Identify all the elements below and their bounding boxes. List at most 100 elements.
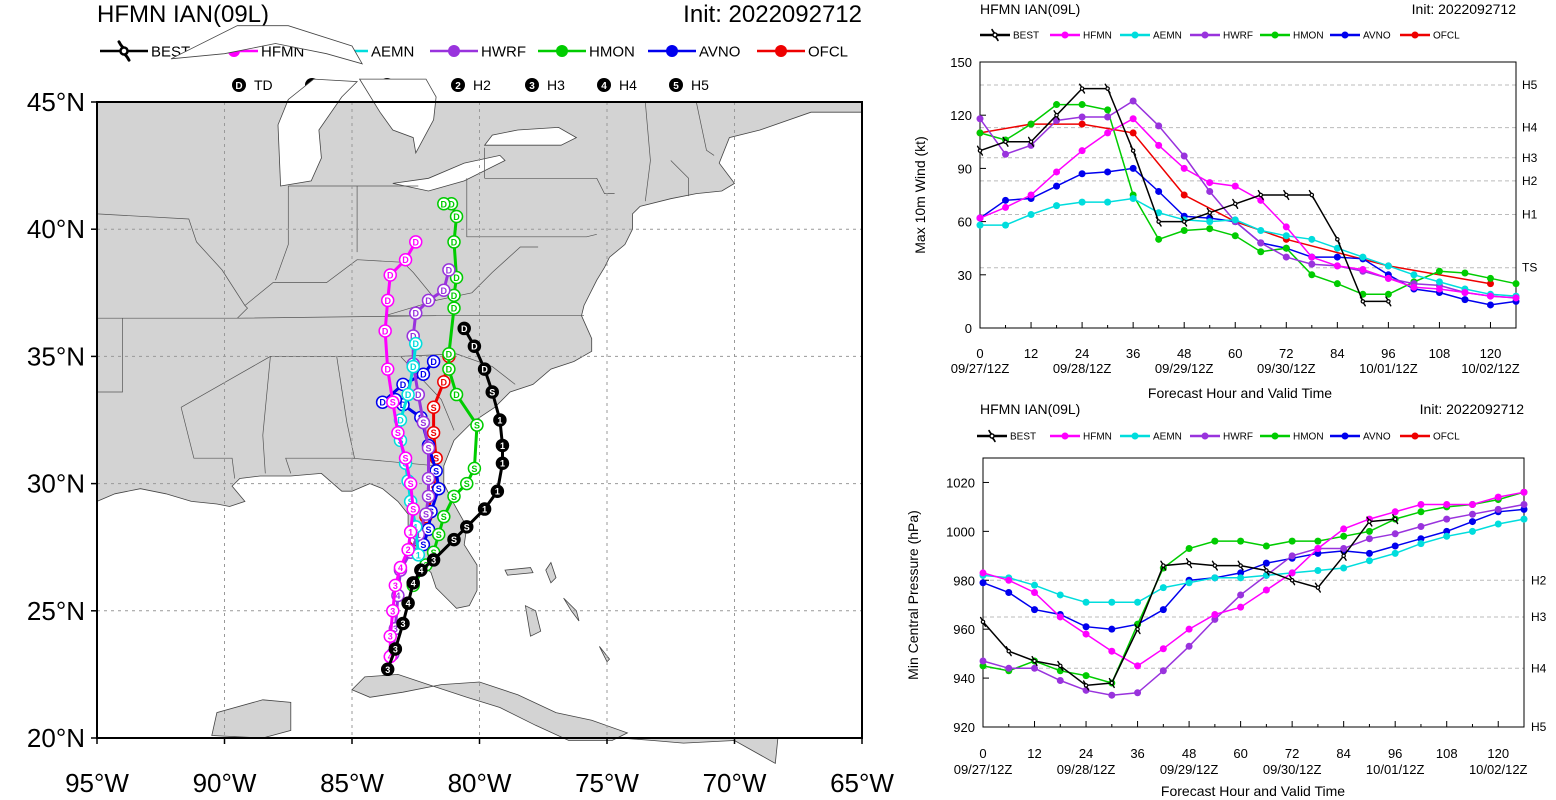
map-plot-area: 3SSSSSDDSSSSSSSDDDDDD43SSSSSSSDDDDDDDDDD… xyxy=(96,25,863,765)
track-point-hfmn: 4 xyxy=(393,560,408,575)
track-point-marker xyxy=(426,425,441,440)
track-point-hfmn: D xyxy=(378,324,392,338)
track-point-intensity: D xyxy=(446,265,453,275)
pressure-point-best-eye xyxy=(1135,626,1140,632)
track-point-marker xyxy=(442,362,456,376)
track-point-hfmn: D xyxy=(383,268,397,282)
track-point-marker xyxy=(380,293,395,308)
intensity-symbol-td xyxy=(232,78,246,92)
wind-point-hwrf xyxy=(976,115,984,123)
wind-point-avno xyxy=(1333,253,1341,261)
wind-point-hmon xyxy=(1333,280,1341,288)
pressure-point-best xyxy=(1108,677,1115,689)
track-point-hmon: D xyxy=(447,235,461,249)
track-point-marker xyxy=(467,461,482,476)
track-point-intensity: S xyxy=(436,530,442,540)
track-point-hfmn: D xyxy=(398,252,413,267)
wind-point-aemn xyxy=(1206,218,1214,226)
wind-point-hmon xyxy=(1486,274,1494,282)
track-point-hwrf: S xyxy=(421,441,436,455)
pressure-date-label: 09/28/12Z xyxy=(1057,762,1116,777)
pressure-legend-label-ofcl: OFCL xyxy=(1433,432,1460,443)
track-point-intensity: D xyxy=(400,380,407,390)
lake-michigan xyxy=(277,78,359,187)
map-legend-item-hwrf: HWRF xyxy=(430,43,526,60)
wind-point-avno xyxy=(1129,164,1137,172)
wind-point-hmon xyxy=(1155,235,1163,243)
map-ytick-label: 20°N xyxy=(27,723,85,753)
pressure-point-hmon xyxy=(1365,527,1373,535)
wind-legend-marker-hmon xyxy=(1271,31,1279,39)
pressure-point-aemn xyxy=(1134,598,1142,606)
track-point-marker xyxy=(493,413,507,427)
pressure-xtick-label: 24 xyxy=(1079,746,1093,761)
pressure-point-hmon xyxy=(1262,542,1270,550)
wind-date-label: 09/29/12Z xyxy=(1155,361,1214,376)
pressure-point-hwrf xyxy=(1520,500,1528,508)
pressure-point-hfmn xyxy=(1262,586,1270,594)
track-point-hwrf: D xyxy=(437,283,451,298)
pressure-point-hwrf xyxy=(1134,689,1142,697)
pressure-point-aemn xyxy=(1056,591,1064,599)
state-border-9 xyxy=(96,213,246,306)
wind-legend-label-best: BEST xyxy=(1013,31,1039,42)
land-andros xyxy=(524,604,542,637)
pressure-point-best xyxy=(1366,516,1373,527)
track-point-marker xyxy=(396,616,410,631)
wind-ytick-label: 120 xyxy=(950,108,972,123)
track-point-hfmn: 3 xyxy=(386,604,400,618)
track-point-intensity: D xyxy=(410,362,417,372)
wind-date-label: 10/02/12Z xyxy=(1461,361,1520,376)
track-point-marker xyxy=(449,209,464,224)
wind-point-hfmn xyxy=(1435,285,1443,293)
wind-point-hmon xyxy=(1435,267,1443,275)
pressure-point-avno xyxy=(1443,527,1451,535)
map-ytick-label: 25°N xyxy=(27,596,85,626)
map-xtick-label: 90°W xyxy=(193,768,257,798)
track-point-intensity: 1 xyxy=(413,522,418,532)
track-point-intensity: S xyxy=(423,510,429,520)
track-point-intensity: D xyxy=(397,416,404,426)
track-point-intensity: D xyxy=(420,370,427,380)
pressure-point-hmon xyxy=(1082,672,1090,680)
wind-legend-label-hmon: HMON xyxy=(1293,31,1324,42)
track-point-intensity: D xyxy=(382,326,389,336)
wind-point-best-eye xyxy=(1181,219,1187,224)
track-point-best: 4 xyxy=(414,563,428,577)
pressure-y-axis-label: Min Central Pressure (hPa) xyxy=(905,510,921,680)
track-point-hmon: S xyxy=(447,489,461,504)
pressure-point-hfmn xyxy=(1494,493,1502,501)
wind-ytick-label: 60 xyxy=(958,215,972,230)
wind-point-avno xyxy=(1078,170,1086,178)
wind-xtick-label: 84 xyxy=(1330,346,1344,361)
pressure-date-label: 09/30/12Z xyxy=(1263,762,1322,777)
pressure-point-best xyxy=(1082,680,1090,691)
wind-point-ofcl xyxy=(1129,129,1137,137)
pressure-point-aemn xyxy=(1211,574,1219,582)
state-border-8 xyxy=(237,246,539,319)
track-point-hfmn: S xyxy=(386,395,400,409)
track-point-intensity: S xyxy=(425,492,431,502)
wind-point-hmon xyxy=(1053,101,1061,109)
wind-point-best xyxy=(1130,145,1137,156)
pressure-ytick-label: 1000 xyxy=(946,524,975,539)
pressure-point-best-eye xyxy=(1006,648,1012,654)
pressure-date-label: 09/29/12Z xyxy=(1160,762,1219,777)
track-point-hfmn: S xyxy=(406,502,420,516)
pressure-series-hfmn xyxy=(979,488,1528,670)
track-point-avno: D xyxy=(375,395,390,409)
wind-xtick-label: 48 xyxy=(1177,346,1191,361)
track-point-intensity: S xyxy=(441,512,447,522)
track-point-best: 1 xyxy=(477,502,492,516)
map-legend-label-hwrf: HWRF xyxy=(481,43,526,60)
wind-xtick-label: 108 xyxy=(1429,346,1451,361)
pressure-category-label-h5: H5 xyxy=(1531,720,1547,734)
wind-category-label-h1: H1 xyxy=(1522,208,1538,222)
wind-series-hmon xyxy=(976,101,1520,298)
wind-point-aemn xyxy=(1384,262,1392,270)
track-point-marker xyxy=(431,527,446,542)
track-point-hmon: D xyxy=(447,301,461,315)
wind-point-aemn xyxy=(1231,216,1239,224)
wind-point-best-eye xyxy=(1309,192,1315,198)
wind-point-best-eye xyxy=(1284,192,1289,198)
